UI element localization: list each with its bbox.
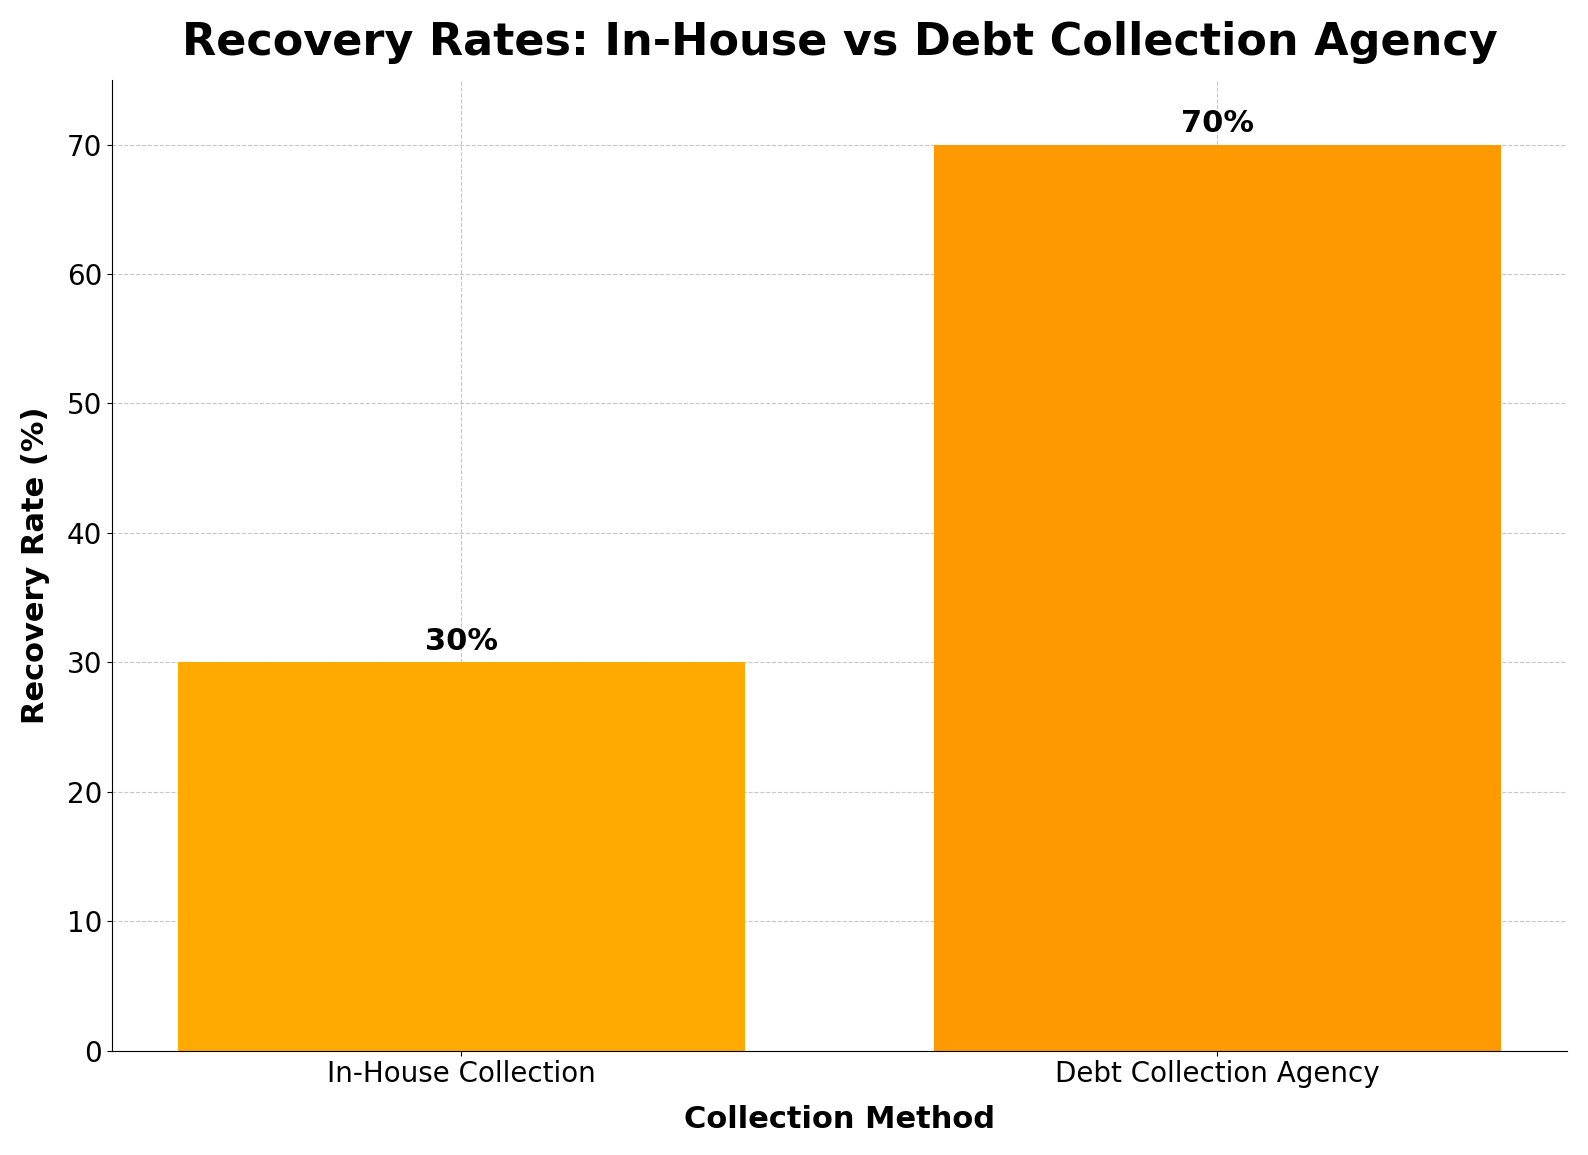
Text: 70%: 70% [1181, 109, 1255, 139]
Text: 30%: 30% [426, 627, 499, 656]
Bar [934, 144, 1501, 1051]
Bar [178, 663, 745, 1051]
X-axis label: Collection Method: Collection Method [684, 1105, 996, 1134]
Title: Recovery Rates: In-House vs Debt Collection Agency: Recovery Rates: In-House vs Debt Collect… [181, 21, 1497, 64]
Y-axis label: Recovery Rate (%): Recovery Rate (%) [21, 407, 49, 724]
